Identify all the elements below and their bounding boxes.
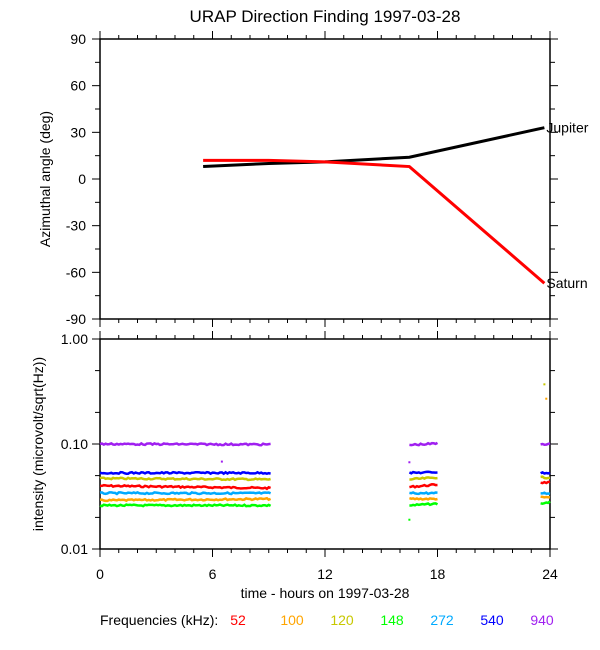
series-line-148khz — [99, 503, 272, 508]
series-line-120khz — [409, 476, 438, 481]
y-tick-label: -90 — [66, 311, 86, 327]
series-line-940khz — [540, 442, 551, 446]
y-tick-label: -30 — [66, 218, 86, 234]
y-axis-label-azimuth: Azimuthal angle (deg) — [37, 111, 53, 247]
series-line-540khz — [99, 470, 271, 476]
series-label-saturn: Saturn — [546, 275, 587, 291]
legend-item-120khz: 120 — [330, 612, 354, 628]
series-line-52khz — [540, 480, 551, 485]
legend-item-148khz: 148 — [380, 612, 404, 628]
series-line-272khz — [540, 491, 551, 496]
x-tick-label: 0 — [96, 566, 104, 582]
series-label-jupiter: Jupiter — [546, 120, 588, 136]
chart-title: URAP Direction Finding 1997-03-28 — [190, 7, 461, 26]
series-line-148khz — [540, 500, 551, 505]
legend-item-940khz: 940 — [530, 612, 554, 628]
data-point-148khz — [408, 518, 411, 521]
data-point-940khz — [220, 460, 223, 463]
data-point-120khz — [543, 383, 546, 386]
data-point-100khz — [545, 397, 548, 400]
intensity-panel: 1.00 0.10 0.01 0 6 12 18 24 — [61, 331, 558, 582]
series-line-148khz — [409, 502, 439, 507]
series-line-540khz — [540, 470, 551, 475]
x-tick-label: 18 — [430, 566, 446, 582]
legend: 52 100 120 148 272 540 940 — [230, 612, 554, 628]
series-line-272khz — [409, 491, 438, 496]
series-line-100khz — [409, 496, 438, 501]
legend-item-540khz: 540 — [480, 612, 504, 628]
y-tick-label: 0.01 — [61, 541, 88, 557]
y-tick-label: 60 — [70, 78, 86, 94]
y-tick-label: 30 — [70, 124, 86, 140]
series-line-940khz — [409, 441, 439, 447]
y-tick-label: 1.00 — [61, 331, 88, 347]
y-axis-label-intensity: intensity (microvolt/sqrt(Hz)) — [30, 357, 46, 531]
series-line-120khz — [99, 476, 271, 482]
y-tick-label: 90 — [70, 31, 86, 47]
x-tick-label: 6 — [209, 566, 217, 582]
plot-frame — [99, 38, 551, 320]
data-point-940khz — [408, 461, 411, 464]
x-tick-label: 12 — [317, 566, 333, 582]
series-line-272khz — [99, 491, 272, 496]
y-tick-label: 0 — [78, 171, 86, 187]
x-axis-label: time - hours on 1997-03-28 — [241, 585, 410, 601]
series-line-52khz — [409, 483, 438, 489]
legend-item-100khz: 100 — [280, 612, 304, 628]
azimuth-panel: 90 60 30 0 -30 -60 -90 Jupiter Saturn — [66, 31, 589, 327]
series-line-120khz — [540, 475, 551, 480]
legend-item-272khz: 272 — [430, 612, 454, 628]
series-line-940khz — [99, 441, 271, 447]
series-line-saturn — [203, 158, 546, 285]
legend-title: Frequencies (kHz): — [100, 612, 218, 628]
legend-item-52khz: 52 — [230, 612, 246, 628]
y-tick-label: -60 — [66, 264, 86, 280]
series-line-52khz — [99, 483, 271, 491]
series-line-100khz — [99, 496, 272, 503]
series-line-100khz — [540, 495, 551, 499]
series-line-540khz — [408, 470, 438, 475]
y-tick-label: 0.10 — [61, 436, 88, 452]
x-tick-label: 24 — [542, 566, 558, 582]
